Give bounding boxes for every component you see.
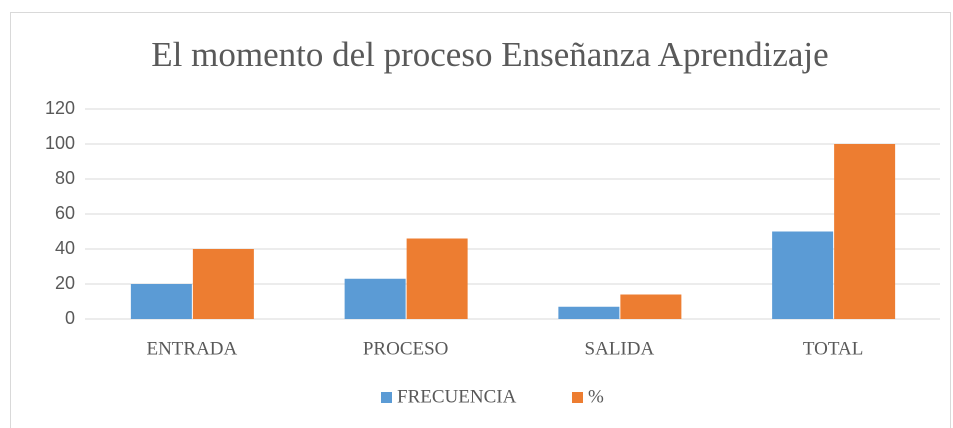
y-tick-label: 80 [55, 168, 75, 188]
bar [834, 144, 896, 319]
x-tick-label: SALIDA [585, 338, 655, 359]
bar [406, 238, 468, 319]
legend-label: FRECUENCIA [397, 386, 517, 407]
y-tick-label: 20 [55, 273, 75, 293]
bar [130, 284, 192, 319]
bar [558, 306, 620, 319]
x-tick-label: TOTAL [803, 338, 863, 359]
y-tick-label: 100 [45, 133, 75, 153]
y-tick-label: 120 [45, 98, 75, 118]
bar [344, 278, 406, 319]
y-tick-label: 40 [55, 238, 75, 258]
bar [192, 249, 254, 319]
x-tick-label: PROCESO [363, 338, 449, 359]
bar [620, 294, 682, 319]
y-tick-label: 0 [65, 308, 75, 328]
x-tick-label: ENTRADA [146, 338, 237, 359]
legend-swatch [572, 392, 583, 403]
legend-swatch [381, 392, 392, 403]
chart-title: El momento del proceso Enseñanza Aprendi… [151, 35, 828, 74]
y-tick-label: 60 [55, 203, 75, 223]
bar [772, 231, 834, 319]
legend-label: % [588, 386, 604, 407]
chart-border [10, 12, 951, 428]
